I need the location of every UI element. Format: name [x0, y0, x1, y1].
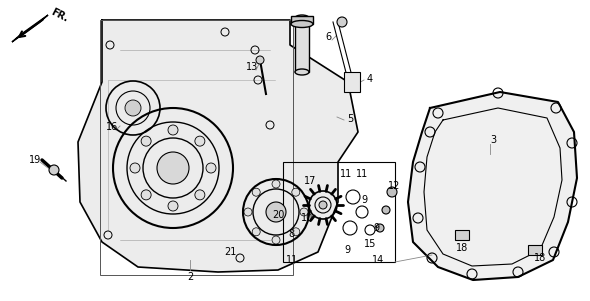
- Bar: [344, 72, 360, 92]
- Circle shape: [337, 17, 347, 27]
- Circle shape: [141, 136, 151, 146]
- Polygon shape: [12, 15, 48, 42]
- Text: 19: 19: [29, 155, 41, 165]
- Circle shape: [125, 100, 141, 116]
- Circle shape: [256, 56, 264, 64]
- Text: 9: 9: [344, 245, 350, 255]
- Circle shape: [49, 165, 59, 175]
- Text: 17: 17: [304, 176, 316, 186]
- Circle shape: [272, 180, 280, 188]
- Circle shape: [195, 136, 205, 146]
- Text: 9: 9: [361, 195, 367, 205]
- Circle shape: [319, 201, 327, 209]
- Text: 18: 18: [534, 253, 546, 263]
- Circle shape: [252, 228, 260, 236]
- Circle shape: [300, 208, 308, 216]
- Text: 11: 11: [340, 169, 352, 179]
- Polygon shape: [408, 92, 577, 280]
- Bar: [295, 18, 309, 72]
- Circle shape: [195, 190, 205, 200]
- Circle shape: [141, 190, 151, 200]
- Circle shape: [292, 228, 300, 236]
- Circle shape: [292, 188, 300, 196]
- Bar: [528, 245, 542, 255]
- Ellipse shape: [291, 20, 313, 27]
- Circle shape: [266, 202, 286, 222]
- Circle shape: [206, 163, 216, 173]
- Text: FR.: FR.: [49, 7, 70, 24]
- Circle shape: [130, 163, 140, 173]
- Bar: [100, 20, 293, 275]
- Text: 16: 16: [106, 122, 118, 132]
- Ellipse shape: [295, 15, 309, 21]
- Bar: [291, 16, 313, 24]
- Text: 14: 14: [372, 255, 384, 265]
- Text: 4: 4: [367, 74, 373, 84]
- Text: 12: 12: [388, 181, 400, 191]
- Circle shape: [252, 188, 260, 196]
- Text: 11: 11: [356, 169, 368, 179]
- Circle shape: [168, 201, 178, 211]
- Text: 13: 13: [246, 62, 258, 72]
- Circle shape: [387, 187, 397, 197]
- Text: 21: 21: [224, 247, 236, 257]
- Text: 11: 11: [286, 255, 298, 265]
- Text: 5: 5: [347, 114, 353, 124]
- Bar: [455, 230, 469, 240]
- Text: 9: 9: [373, 223, 379, 233]
- Text: 18: 18: [456, 243, 468, 253]
- Text: 10: 10: [301, 213, 313, 223]
- Bar: [283, 162, 395, 262]
- Circle shape: [376, 224, 384, 232]
- Text: 15: 15: [364, 239, 376, 249]
- Text: 8: 8: [288, 229, 294, 239]
- Circle shape: [157, 152, 189, 184]
- Circle shape: [244, 208, 252, 216]
- Circle shape: [382, 206, 390, 214]
- Polygon shape: [78, 20, 358, 272]
- Text: 20: 20: [272, 210, 284, 220]
- Text: 2: 2: [187, 272, 193, 282]
- Ellipse shape: [295, 69, 309, 75]
- Text: 3: 3: [490, 135, 496, 145]
- Circle shape: [272, 236, 280, 244]
- Circle shape: [168, 125, 178, 135]
- Text: 6: 6: [325, 32, 331, 42]
